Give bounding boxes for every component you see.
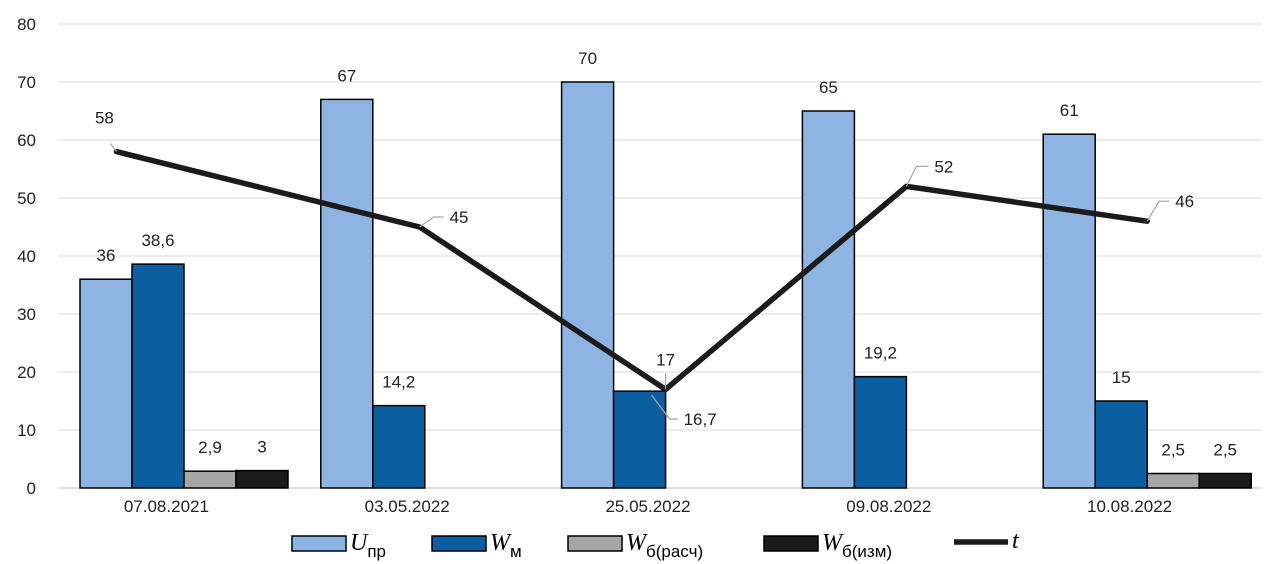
bar-Wм <box>1094 400 1148 489</box>
x-tick-label: 10.08.2022 <box>1087 497 1172 516</box>
bar-data-label: 67 <box>337 66 356 85</box>
bar-data-label: 2,5 <box>1213 441 1237 460</box>
bar-Uпр <box>801 110 856 489</box>
legend-swatch <box>431 535 487 552</box>
x-tick-label: 03.05.2022 <box>365 497 450 516</box>
bar-Wм <box>131 263 185 489</box>
bar-Uпр <box>560 81 615 489</box>
legend-swatch <box>763 535 819 552</box>
leader-line <box>905 165 929 187</box>
legend-item: Uпр <box>291 530 386 561</box>
bar-data-label: 16,7 <box>684 410 717 429</box>
legend-item: Wб(изм) <box>763 530 892 561</box>
leader-line <box>109 143 117 152</box>
y-tick-label: 10 <box>17 421 36 440</box>
line-data-label: 46 <box>1175 192 1194 211</box>
legend-label: Wб(изм) <box>822 530 892 561</box>
legend-swatch <box>291 535 347 552</box>
bar-data-label: 3 <box>257 438 266 457</box>
bar-Wб(изм) <box>1198 472 1252 489</box>
y-tick-label: 50 <box>17 189 36 208</box>
legend-item: t <box>954 528 1020 554</box>
bar-Wб(расч) <box>183 470 237 489</box>
legend-label: Uпр <box>350 530 386 561</box>
legend-label: Wм <box>490 530 522 561</box>
legend-swatch <box>567 535 623 552</box>
legend-item: Wб(расч) <box>567 530 703 561</box>
line-data-label: 52 <box>934 157 953 176</box>
legend-item: Wм <box>431 530 522 561</box>
leader-line <box>1146 200 1170 222</box>
line-data-label: 45 <box>450 208 469 227</box>
data-labels: 36 67 70 65 61 38,6 14,2 16,7 19,2 15 2,9 2,5 3 2,5 58… <box>95 49 1237 460</box>
bar-data-label: 2,9 <box>198 438 222 457</box>
bar-data-label: 14,2 <box>382 373 415 392</box>
bar-data-label: 38,6 <box>141 231 174 250</box>
bar-data-label: 36 <box>97 246 116 265</box>
bar-Wм <box>853 375 908 489</box>
y-tick-label: 30 <box>17 305 36 324</box>
y-tick-label: 70 <box>17 73 36 92</box>
leader-line <box>419 216 444 228</box>
y-tick-label: 0 <box>27 479 36 498</box>
y-tick-label: 80 <box>17 15 36 34</box>
gridlines <box>58 23 1262 489</box>
y-tick-label: 20 <box>17 363 36 382</box>
leader-line <box>651 394 678 420</box>
line-data-label: 17 <box>656 350 675 369</box>
bar-data-label: 70 <box>578 49 597 68</box>
legend: Uпр Wм Wб(расч) Wб(изм) t <box>291 528 1020 561</box>
bar-Uпр <box>320 98 374 489</box>
legend-label: Wб(расч) <box>626 530 703 561</box>
bar-Wб(изм) <box>235 469 289 489</box>
bar-Wм <box>372 404 426 489</box>
x-tick-label: 07.08.2021 <box>124 497 209 516</box>
line-series <box>113 148 1150 393</box>
legend-label: t <box>1012 528 1020 554</box>
bar-data-label: 65 <box>819 78 838 97</box>
x-tick-label: 09.08.2022 <box>846 497 931 516</box>
bar-data-label: 2,5 <box>1161 441 1185 460</box>
bar-Wб(расч) <box>1146 472 1200 489</box>
bars <box>79 81 1252 489</box>
bar-Wм <box>612 390 667 489</box>
y-tick-label: 60 <box>17 131 36 150</box>
bar-Uпр <box>1042 133 1096 489</box>
bar-Uпр <box>79 278 133 489</box>
line-data-label: 58 <box>95 109 114 128</box>
line-t <box>113 148 1150 393</box>
bar-data-label: 15 <box>1112 368 1131 387</box>
bar-data-label: 19,2 <box>864 344 897 363</box>
x-tick-label: 25.05.2022 <box>605 497 690 516</box>
bar-data-label: 61 <box>1060 101 1079 120</box>
y-tick-label: 40 <box>17 247 36 266</box>
